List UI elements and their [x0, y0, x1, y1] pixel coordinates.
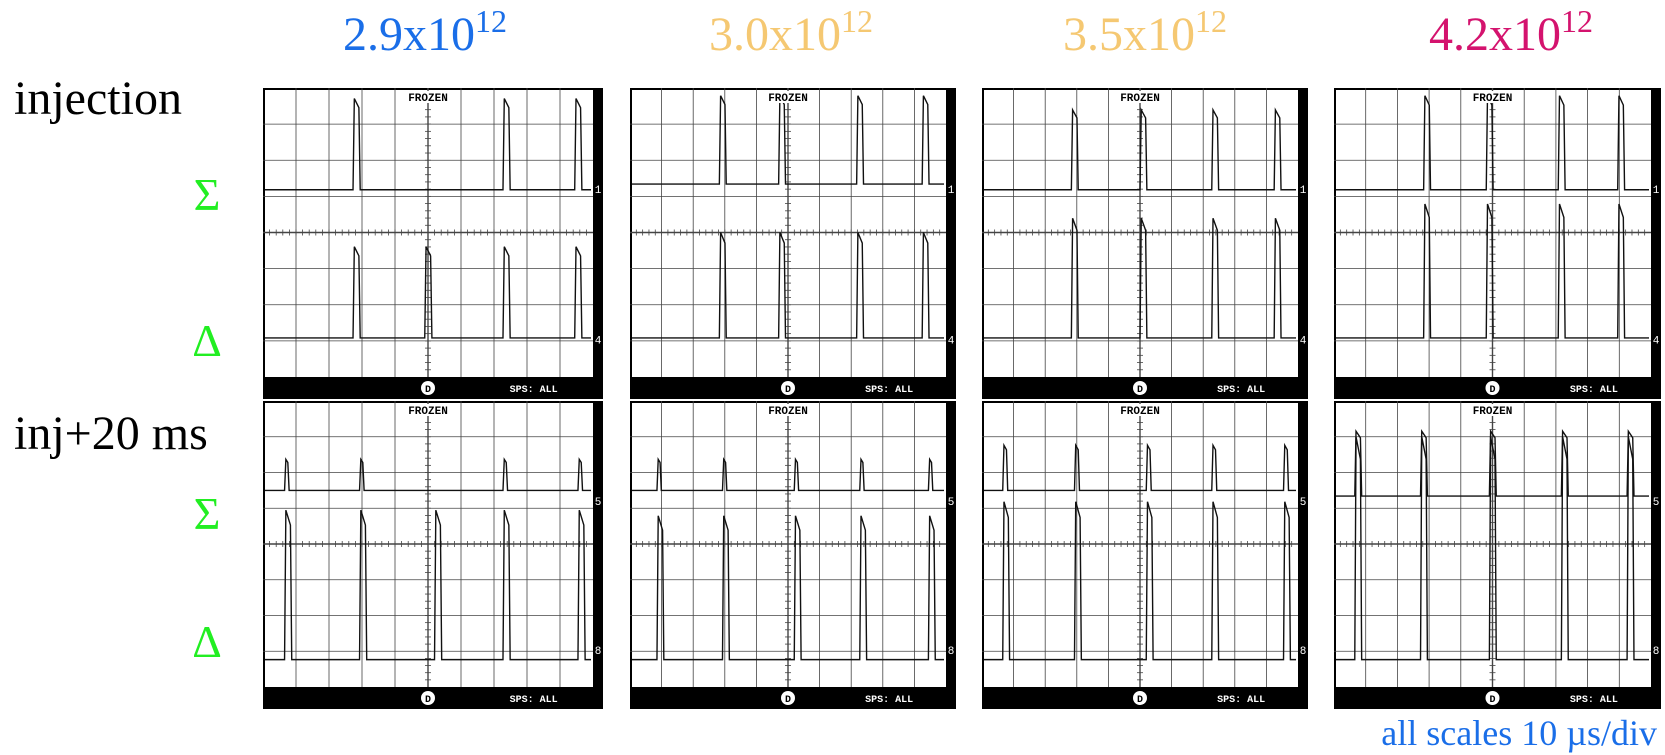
header-base: 3.0x10 [709, 8, 841, 61]
channel-marker: 1 [595, 185, 602, 197]
scope-screen: FROZEN 1 4 D SPS: ALL [1334, 88, 1661, 399]
signal-label: Δ [192, 315, 222, 366]
scope-footer: SPS: ALL [510, 385, 558, 396]
row-label: injection [14, 72, 182, 125]
scope-status: FROZEN [1473, 93, 1513, 105]
channel-marker: 5 [1300, 497, 1307, 509]
scope-screen: FROZEN 5 8 D SPS: ALL [630, 401, 956, 709]
scope-status: FROZEN [408, 406, 448, 418]
cursor-label: D [1137, 385, 1143, 396]
channel-marker: 4 [595, 335, 602, 347]
scope-status: FROZEN [1473, 406, 1513, 418]
channel-marker: 5 [948, 497, 955, 509]
channel-marker: 8 [1653, 646, 1660, 658]
channel-marker: 1 [948, 185, 955, 197]
channel-marker: 8 [595, 646, 602, 658]
channel-marker: 4 [1300, 335, 1307, 347]
header-exponent: 12 [475, 3, 507, 39]
channel-marker: 4 [948, 335, 955, 347]
header-exponent: 12 [1195, 3, 1227, 39]
signal-label: Σ [194, 488, 221, 539]
scope-screen: FROZEN 5 8 D SPS: ALL [1334, 401, 1661, 709]
header-base: 3.5x10 [1063, 8, 1195, 61]
scope-status: FROZEN [1120, 93, 1160, 105]
header-exponent: 12 [1561, 3, 1593, 39]
column-header: 4.2x1012 [1429, 3, 1593, 61]
scope-screen: FROZEN 1 4 D SPS: ALL [263, 88, 603, 399]
cursor-label: D [785, 695, 791, 706]
cursor-label: D [1489, 695, 1495, 706]
column-header: 3.0x1012 [709, 3, 873, 61]
cursor-label: D [425, 385, 431, 396]
scope-status: FROZEN [768, 93, 808, 105]
scope-status: FROZEN [408, 93, 448, 105]
scope-footer: SPS: ALL [1217, 385, 1265, 396]
scale-note: all scales 10 µs/div [1381, 713, 1657, 753]
channel-marker: 1 [1653, 185, 1660, 197]
scope-screen: FROZEN 1 4 D SPS: ALL [982, 88, 1308, 399]
scope-status: FROZEN [768, 406, 808, 418]
channel-marker: 5 [595, 497, 602, 509]
scope-footer: SPS: ALL [865, 695, 913, 706]
channel-marker: 4 [1653, 335, 1660, 347]
scope-status: FROZEN [1120, 406, 1160, 418]
channel-marker: 8 [948, 646, 955, 658]
scope-footer: SPS: ALL [1570, 695, 1618, 706]
channel-marker: 5 [1653, 497, 1660, 509]
channel-marker: 1 [1300, 185, 1307, 197]
scope-screen: FROZEN 5 8 D SPS: ALL [263, 401, 603, 709]
scope-screen: FROZEN 1 4 D SPS: ALL [630, 88, 956, 399]
scope-screen: FROZEN 5 8 D SPS: ALL [982, 401, 1308, 709]
signal-label: Σ [194, 169, 221, 220]
scope-footer: SPS: ALL [1570, 385, 1618, 396]
column-header: 2.9x1012 [343, 3, 507, 61]
slide: 2.9x10123.0x10123.5x10124.2x1012injectio… [0, 0, 1665, 755]
row-label: inj+20 ms [14, 407, 208, 460]
cursor-label: D [785, 385, 791, 396]
cursor-label: D [1489, 385, 1495, 396]
cursor-label: D [425, 695, 431, 706]
scope-footer: SPS: ALL [1217, 695, 1265, 706]
signal-label: Δ [192, 616, 222, 667]
header-exponent: 12 [841, 3, 873, 39]
header-base: 2.9x10 [343, 8, 475, 61]
scope-footer: SPS: ALL [510, 695, 558, 706]
header-base: 4.2x10 [1429, 8, 1561, 61]
scope-footer: SPS: ALL [865, 385, 913, 396]
cursor-label: D [1137, 695, 1143, 706]
channel-marker: 8 [1300, 646, 1307, 658]
column-header: 3.5x1012 [1063, 3, 1227, 61]
